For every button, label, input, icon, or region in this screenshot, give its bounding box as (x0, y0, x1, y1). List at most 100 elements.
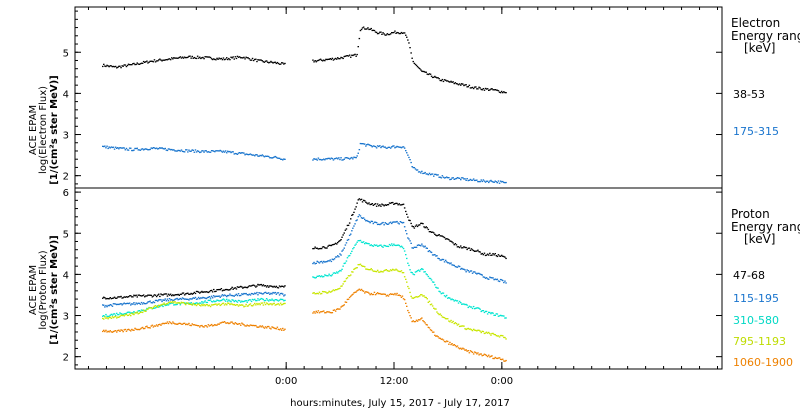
proton-point (167, 304, 170, 306)
electron-point (368, 28, 370, 31)
electron-point (206, 151, 209, 153)
proton-point (206, 297, 209, 299)
proton-point (158, 324, 160, 326)
proton-point (317, 261, 320, 263)
electron-point (447, 80, 449, 82)
proton-point (338, 240, 340, 243)
proton-point (425, 226, 427, 228)
proton-point (383, 293, 385, 295)
proton-point (146, 295, 148, 297)
proton-point (206, 301, 209, 304)
proton-point (175, 302, 177, 304)
proton-point (328, 244, 330, 246)
proton-point (140, 309, 143, 311)
electron-point (376, 145, 379, 147)
electron-point (247, 57, 249, 59)
proton-point (416, 320, 419, 322)
proton-point (284, 328, 286, 330)
proton-legend-title-line3: [keV] (744, 232, 775, 246)
proton-point (439, 337, 441, 339)
proton-point (275, 299, 278, 301)
proton-point (419, 270, 421, 272)
electron-point (102, 145, 104, 147)
proton-point (128, 313, 131, 315)
electron-point (326, 58, 328, 61)
proton-point (356, 241, 358, 243)
proton-point (274, 304, 276, 306)
proton-point (423, 271, 425, 273)
proton-point (412, 226, 414, 228)
proton-point (205, 301, 207, 304)
electron-point (342, 57, 344, 60)
proton-ytick-label: 6 (63, 188, 69, 199)
proton-point (411, 225, 413, 227)
proton-point (332, 259, 335, 261)
electron-point (440, 80, 443, 82)
proton-point (218, 323, 220, 325)
proton-point (175, 294, 177, 296)
proton-point (347, 224, 350, 226)
proton-point (348, 254, 351, 257)
proton-point (392, 221, 394, 223)
proton-point (223, 294, 226, 296)
proton-point (386, 204, 389, 206)
proton-point (154, 325, 157, 327)
proton-point (203, 291, 205, 293)
proton-point (191, 298, 193, 300)
electron-point (384, 146, 386, 148)
proton-point (191, 293, 193, 295)
electron-point (442, 176, 445, 178)
proton-point (434, 308, 436, 310)
electron-point (346, 157, 349, 159)
proton-point (440, 338, 443, 340)
proton-point (416, 244, 419, 246)
proton-point (278, 304, 281, 306)
proton-point (281, 298, 283, 301)
proton-point (186, 302, 188, 304)
proton-point (456, 246, 459, 248)
electron-point (388, 33, 391, 36)
electron-point (278, 63, 281, 65)
proton-point (486, 313, 489, 315)
proton-point (330, 291, 333, 293)
proton-point (325, 247, 327, 249)
proton-point (141, 295, 144, 297)
proton-point (426, 247, 428, 249)
proton-point (420, 245, 422, 247)
proton-point (366, 202, 368, 204)
proton-point (191, 304, 193, 306)
proton-point (419, 295, 421, 297)
proton-point (284, 299, 286, 301)
proton-point (217, 299, 219, 302)
proton-ylabel-line1: ACE EPAM (28, 265, 39, 315)
proton-point (208, 299, 211, 302)
proton-point (353, 268, 355, 270)
proton-point (333, 258, 336, 260)
proton-point (356, 219, 358, 221)
proton-point (207, 299, 210, 301)
proton-point (168, 303, 171, 305)
electron-point (116, 67, 118, 69)
proton-point (419, 224, 421, 226)
electron-point (275, 62, 278, 65)
electron-point (181, 56, 184, 58)
proton-point (328, 273, 330, 275)
proton-point (434, 284, 436, 286)
proton-point (394, 221, 396, 223)
electron-point (329, 158, 331, 160)
proton-point (491, 277, 493, 279)
electron-point (454, 178, 457, 180)
proton-point (477, 272, 479, 274)
proton-point (391, 222, 393, 225)
proton-point (116, 317, 118, 319)
proton-point (329, 259, 331, 261)
proton-point (182, 298, 185, 300)
electron-point (324, 60, 326, 62)
proton-point (269, 299, 271, 301)
proton-point (469, 306, 472, 308)
electron-point (420, 172, 422, 174)
proton-point (439, 313, 441, 315)
proton-point (456, 300, 459, 302)
proton-point (316, 292, 318, 294)
electron-point (151, 147, 154, 150)
